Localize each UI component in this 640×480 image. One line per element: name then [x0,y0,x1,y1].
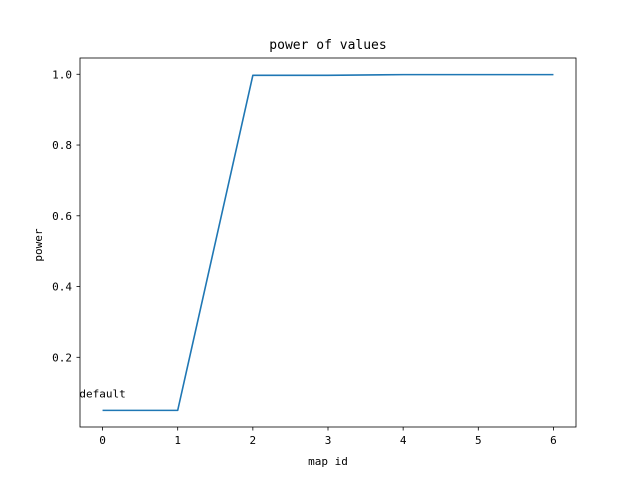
x-tick-label: 2 [250,434,257,447]
x-tick-label: 6 [550,434,557,447]
chart-title: power of values [269,38,386,53]
x-tick-label: 3 [325,434,332,447]
series-line-0 [102,73,554,412]
y-tick-label: 1.0 [52,68,72,81]
y-tick-label: 0.2 [52,351,72,364]
x-tick-label: 0 [99,434,106,447]
y-tick-label: 0.8 [52,139,72,152]
y-tick-label: 0.4 [52,281,72,294]
x-tick-label: 4 [400,434,407,447]
plot-area: 0 1 2 3 4 5 6 0.2 0.4 0.6 0.8 1.0 default [52,57,577,447]
x-tick-label: 1 [174,434,181,447]
y-axis-label: power [32,228,45,261]
annotation-label: default [79,387,125,400]
x-tick-label: 5 [475,434,482,447]
x-axis-label: map id [308,455,348,468]
y-tick-label: 0.6 [52,210,72,223]
